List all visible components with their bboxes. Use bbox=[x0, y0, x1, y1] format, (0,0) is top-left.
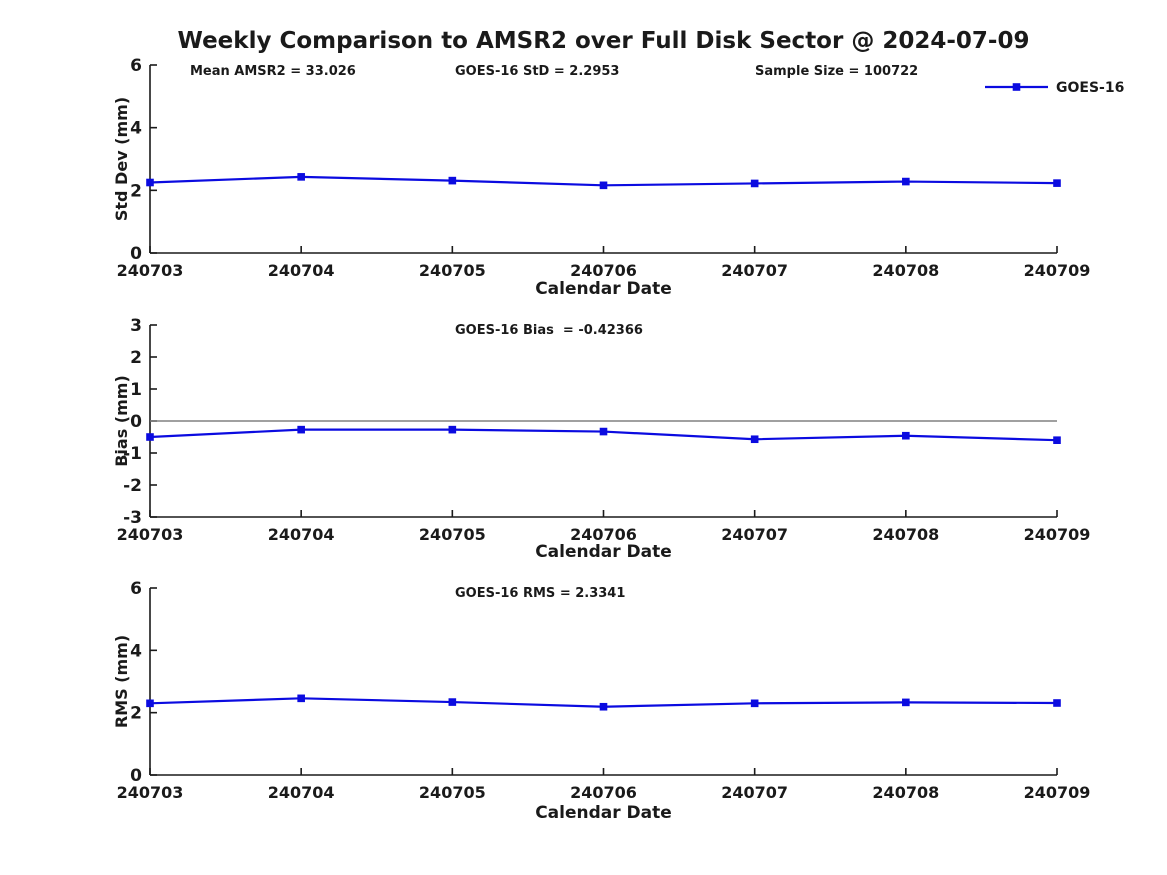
annotation-text: GOES-16 RMS = 2.3341 bbox=[455, 586, 625, 601]
y-axis-label: RMS (mm) bbox=[112, 635, 131, 728]
data-point-marker bbox=[146, 699, 154, 708]
data-point-marker bbox=[1053, 436, 1061, 444]
x-tick-label: 240709 bbox=[1024, 261, 1091, 280]
x-tick-label: 240709 bbox=[1024, 783, 1091, 802]
x-tick-label: 240708 bbox=[872, 783, 939, 802]
data-point-marker bbox=[448, 425, 457, 434]
y-tick-label: 3 bbox=[130, 316, 142, 336]
data-point-marker bbox=[297, 425, 305, 434]
y-tick-label: 6 bbox=[130, 579, 142, 599]
y-tick-label: -2 bbox=[123, 476, 142, 496]
chart-std-dev: 0 2 4 6 240703 240704 240705 240706 240707 240708… bbox=[112, 56, 1124, 299]
x-tick-label: 240706 bbox=[570, 783, 637, 802]
y-tick-label: 4 bbox=[130, 641, 142, 661]
x-tick-label: 240704 bbox=[268, 783, 335, 802]
x-tick-label: 240708 bbox=[872, 525, 939, 544]
y-axis-label: Std Dev (mm) bbox=[112, 97, 131, 221]
figure-title: Weekly Comparison to AMSR2 over Full Dis… bbox=[177, 28, 1030, 54]
y-tick-label: 2 bbox=[130, 704, 142, 724]
annotation-text: GOES-16 StD = 2.2953 bbox=[455, 64, 619, 79]
y-tick-label: 6 bbox=[130, 56, 142, 76]
x-tick-label: 240707 bbox=[721, 783, 788, 802]
data-point-marker bbox=[599, 427, 608, 436]
x-axis-label: Calendar Date bbox=[535, 542, 672, 562]
data-point-marker bbox=[448, 176, 457, 185]
data-point-marker bbox=[902, 431, 910, 440]
chart-bias: -3 -2 -1 0 1 2 3 240703 240704 240705 240706 240707… bbox=[112, 316, 1090, 562]
x-tick-label: 240705 bbox=[419, 261, 486, 280]
annotation-text: Mean AMSR2 = 33.026 bbox=[190, 64, 356, 79]
x-tick-label: 240708 bbox=[872, 261, 939, 280]
data-point-marker bbox=[599, 702, 608, 711]
data-point-marker bbox=[146, 433, 154, 441]
legend-label: GOES-16 bbox=[1056, 80, 1124, 96]
data-point-marker bbox=[297, 173, 305, 181]
data-point-marker bbox=[599, 181, 608, 190]
data-point-marker bbox=[902, 698, 910, 707]
y-tick-label: 0 bbox=[130, 766, 142, 786]
annotation-text: Sample Size = 100722 bbox=[755, 64, 918, 79]
data-point-marker bbox=[1053, 699, 1061, 707]
data-point-marker bbox=[146, 178, 154, 187]
chart-rms: 0 2 4 6 240703 240704 240705 240706 240707 240708… bbox=[112, 579, 1090, 823]
data-point-marker bbox=[297, 694, 305, 703]
x-tick-label: 240706 bbox=[570, 525, 637, 544]
x-tick-label: 240704 bbox=[268, 525, 335, 544]
y-tick-label: 1 bbox=[130, 380, 142, 400]
y-tick-label: 2 bbox=[130, 181, 142, 201]
y-tick-label: 0 bbox=[130, 244, 142, 264]
x-tick-label: 240705 bbox=[419, 525, 486, 544]
y-tick-label: 4 bbox=[130, 119, 142, 139]
x-axis-label: Calendar Date bbox=[535, 803, 672, 823]
x-tick-label: 240707 bbox=[721, 261, 788, 280]
x-tick-label: 240703 bbox=[117, 525, 184, 544]
y-tick-label: -3 bbox=[123, 508, 142, 528]
x-tick-label: 240704 bbox=[268, 261, 335, 280]
x-tick-label: 240703 bbox=[117, 261, 184, 280]
x-tick-label: 240709 bbox=[1024, 525, 1091, 544]
data-point-marker bbox=[750, 179, 759, 188]
annotation-text: GOES-16 Bias = -0.42366 bbox=[455, 323, 643, 338]
x-tick-label: 240705 bbox=[419, 783, 486, 802]
x-tick-label: 240707 bbox=[721, 525, 788, 544]
y-tick-label: 2 bbox=[130, 348, 142, 368]
y-tick-label: 0 bbox=[130, 412, 142, 432]
data-point-marker bbox=[1053, 179, 1061, 187]
x-tick-label: 240703 bbox=[117, 783, 184, 802]
x-axis-label: Calendar Date bbox=[535, 279, 672, 299]
data-point-marker bbox=[902, 177, 910, 186]
legend-marker-sample bbox=[1012, 83, 1021, 91]
y-tick-label: -1 bbox=[123, 444, 142, 464]
data-point-marker bbox=[750, 699, 759, 708]
data-point-marker bbox=[448, 698, 457, 706]
x-tick-label: 240706 bbox=[570, 261, 637, 280]
y-axis-label: Bias (mm) bbox=[112, 375, 131, 467]
data-point-marker bbox=[750, 435, 759, 444]
